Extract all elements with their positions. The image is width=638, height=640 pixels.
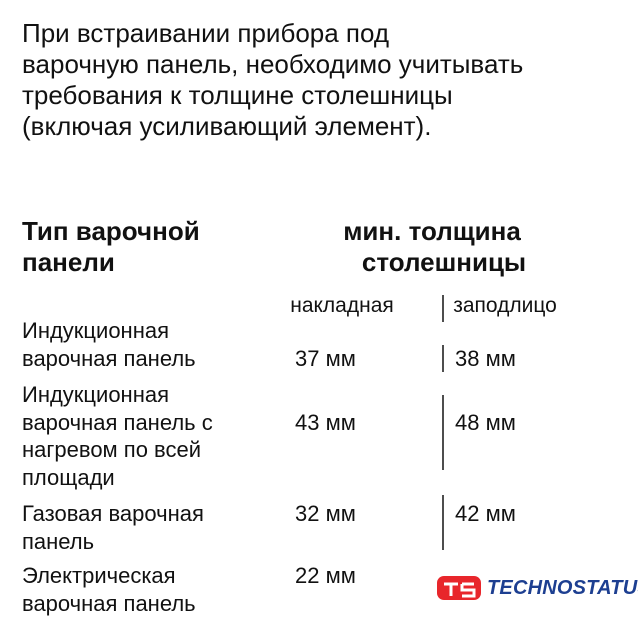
row-label: Индукционная — [22, 382, 169, 407]
column-header: столешницы — [361, 247, 527, 277]
row-value: 43 мм — [295, 409, 356, 435]
logo-text: TECHNOSTATUS — [487, 577, 638, 599]
subheader: заподлицо — [453, 294, 557, 317]
subheader: накладная — [290, 294, 394, 317]
row-value: 42 мм — [455, 501, 516, 526]
row-label: варочная панель — [22, 345, 196, 371]
row-label: варочная панель с — [22, 409, 213, 435]
intro-line: варочную панель, необходимо учитывать — [22, 49, 524, 79]
row-label: панель — [22, 528, 95, 554]
column-header: панели — [22, 247, 115, 277]
row-value: 48 мм — [455, 409, 516, 435]
intro-line: требования к толщине столешницы — [22, 80, 453, 110]
row-value: 22 мм — [295, 563, 356, 588]
row-value: 32 мм — [295, 501, 356, 526]
row-label: площади — [22, 464, 115, 490]
row-value: 37 мм — [295, 345, 356, 371]
row-label: Электрическая — [22, 563, 176, 588]
intro-line: (включая усиливающий элемент). — [22, 111, 432, 141]
column-header: мин. толщина — [343, 216, 521, 246]
column-header: Тип варочной — [22, 216, 200, 246]
row-label: Индукционная — [22, 318, 169, 343]
intro-line: При встраивании прибора под — [22, 18, 390, 48]
logo-icon — [437, 576, 481, 600]
row-label: варочная панель — [22, 590, 196, 616]
row-value: 38 мм — [455, 345, 516, 371]
row-label: Газовая варочная — [22, 501, 204, 526]
row-label: нагревом по всей — [22, 437, 202, 462]
